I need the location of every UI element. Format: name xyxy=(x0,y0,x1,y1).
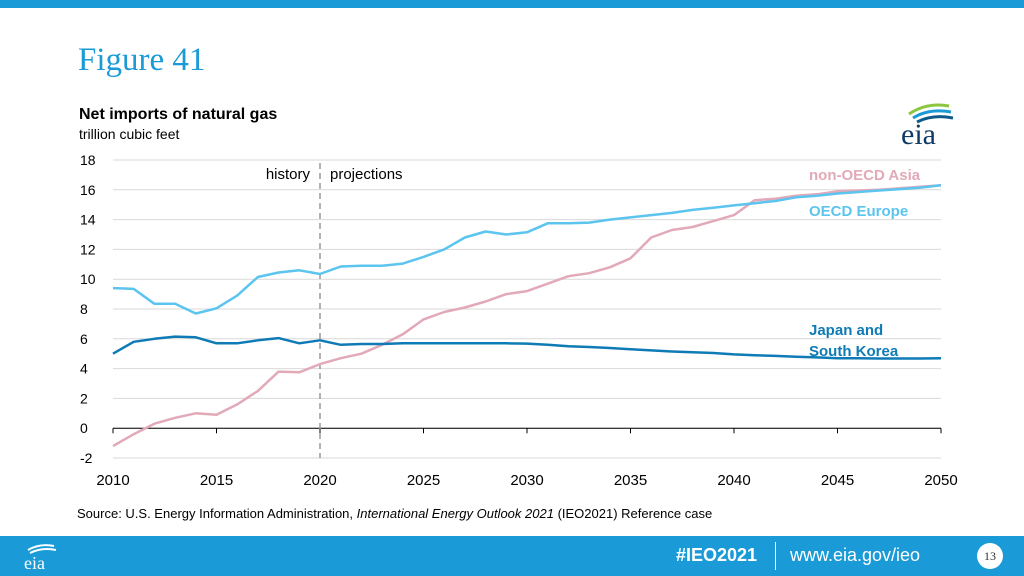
x-tick-label: 2010 xyxy=(96,472,129,489)
source-suffix: (IEO2021) Reference case xyxy=(553,506,713,521)
y-tick-label: 6 xyxy=(80,331,88,347)
footer-url[interactable]: www.eia.gov/ieo xyxy=(790,545,921,565)
projections-label: projections xyxy=(330,166,403,183)
japan-korea-label-line1: Japan and xyxy=(809,322,883,339)
x-tick-label: 2045 xyxy=(821,472,854,489)
top-accent-bar xyxy=(0,0,1024,8)
non-oecd-asia-line xyxy=(112,184,942,448)
x-tick-label: 2020 xyxy=(303,472,336,489)
eia-logo: eia xyxy=(901,103,954,148)
japan-korea-label-line2: South Korea xyxy=(809,343,899,360)
chart-units: trillion cubic feet xyxy=(79,126,180,142)
y-tick-label: 8 xyxy=(80,301,88,317)
source-note: Source: U.S. Energy Information Administ… xyxy=(77,506,712,521)
oecd-europe-line xyxy=(112,184,942,315)
x-tick-label: 2035 xyxy=(614,472,647,489)
source-publication: International Energy Outlook 2021 xyxy=(356,506,554,521)
eia-logo-text: eia xyxy=(901,118,936,148)
eia-footer-logo-text: eia xyxy=(24,553,45,571)
eia-footer-logo: eia xyxy=(24,544,57,571)
y-tick-label: 10 xyxy=(80,271,96,287)
x-tick-label: 2040 xyxy=(717,472,750,489)
source-prefix: Source: U.S. Energy Information Administ… xyxy=(77,506,357,521)
y-tick-label: 0 xyxy=(80,420,88,436)
oecd-europe-label: OECD Europe xyxy=(809,203,908,220)
y-tick-label: 2 xyxy=(80,390,88,406)
footer-divider xyxy=(775,542,776,570)
page-number: 13 xyxy=(977,543,1003,569)
footer-bar: eia #IEO2021 www.eia.gov/ieo 13 xyxy=(0,536,1024,576)
y-tick-label: -2 xyxy=(80,450,93,466)
history-label: history xyxy=(266,166,311,183)
y-tick-label: 12 xyxy=(80,241,96,257)
non-oecd-asia-label: non-OECD Asia xyxy=(809,167,921,184)
y-tick-label: 18 xyxy=(80,152,96,168)
figure-title: Figure 41 xyxy=(78,42,206,78)
x-tick-label: 2025 xyxy=(407,472,440,489)
x-tick-label: 2050 xyxy=(924,472,957,489)
y-tick-label: 14 xyxy=(80,212,96,228)
japan-south-korea-line xyxy=(112,335,942,360)
line-chart: -2 0 2 4 6 8 10 12 14 16 18 2010 2015 2020 2025 2030 203… xyxy=(80,152,958,489)
y-tick-label: 4 xyxy=(80,361,88,377)
x-tick-label: 2015 xyxy=(200,472,233,489)
y-tick-label: 16 xyxy=(80,182,96,198)
x-tick-label: 2030 xyxy=(510,472,543,489)
footer-hashtag: #IEO2021 xyxy=(676,545,758,565)
chart-title: Net imports of natural gas xyxy=(79,106,278,123)
